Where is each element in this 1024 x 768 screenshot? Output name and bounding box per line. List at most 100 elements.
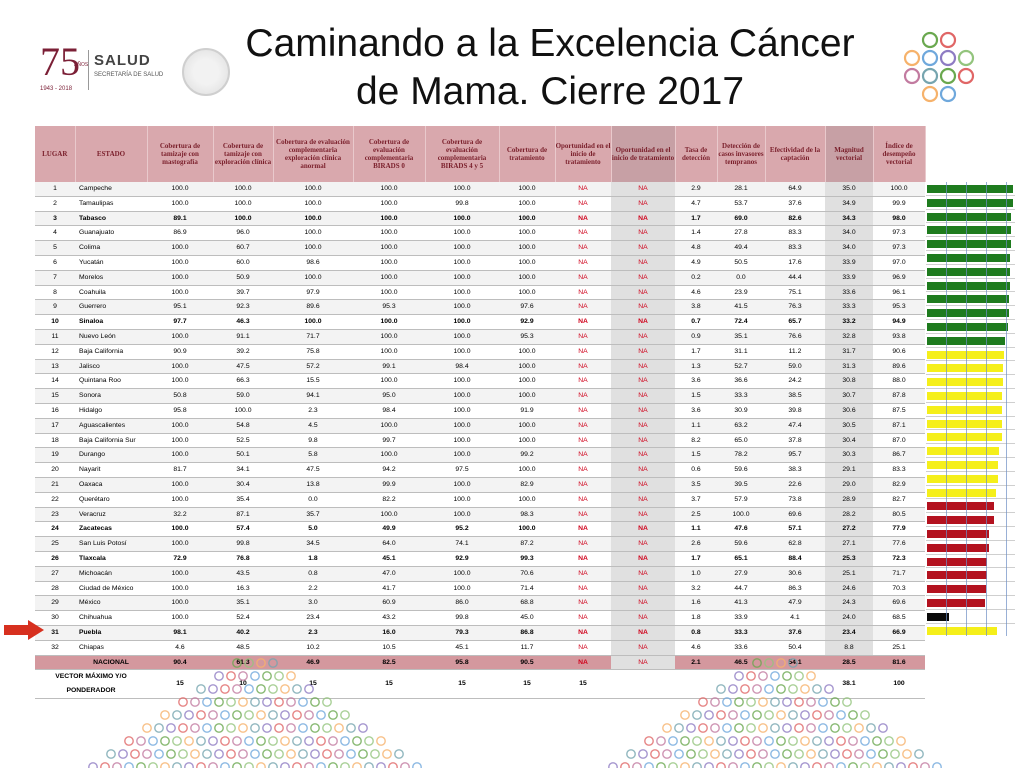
performance-bar (927, 185, 1013, 193)
cell-value: NA (611, 447, 675, 464)
cell-lugar: 18 (35, 433, 75, 449)
anniversary-logo: 75 (40, 39, 80, 84)
cell-value: 33.6 (825, 285, 873, 301)
cell-value: 25.1 (873, 640, 925, 656)
decor-circle (310, 723, 320, 733)
cell-estado: Durango (75, 447, 147, 464)
bar-row (926, 210, 1015, 224)
cell-estado: Michoacán (75, 566, 147, 582)
cell-lugar: 30 (35, 610, 75, 626)
performance-bar (927, 571, 987, 580)
cell-value: 4.6 (675, 640, 717, 656)
decor-circle (244, 710, 254, 720)
decor-circle (818, 749, 828, 759)
cell-value: 34.9 (825, 196, 873, 212)
cell-value: 100.0 (353, 344, 425, 360)
performance-bar (927, 502, 994, 511)
cell-value: 69.0 (717, 211, 765, 227)
col-header-deteccion: Detección de casos invasores tempranos (717, 126, 766, 182)
cell-value: NA (555, 182, 611, 197)
decor-circle (256, 658, 266, 668)
cell-value: 99.2 (499, 447, 555, 464)
cell-value: 0.9 (675, 329, 717, 345)
cell-value: 0.0 (717, 270, 765, 286)
cell-value: 100.0 (499, 521, 555, 538)
table-row: 21 Oaxaca 100.0 30.4 13.8 99.9 100.0 82.9 NA NA 3.… (35, 477, 925, 493)
performance-bars (926, 182, 1015, 636)
decor-circle (334, 723, 344, 733)
decor-circle (214, 671, 224, 681)
cell-value: 16.3 (213, 581, 273, 597)
cell-value: 47.5 (273, 462, 353, 478)
cell-estado: Tabasco (75, 211, 147, 227)
cell-vector-value: 15 (499, 669, 555, 699)
decor-circle (340, 710, 350, 720)
cell-value: 100.0 (213, 182, 273, 197)
cell-value: 3.0 (273, 595, 353, 612)
cell-value: 10.2 (273, 640, 353, 656)
decor-circle (872, 736, 882, 746)
decor-circle (716, 710, 726, 720)
cell-value: 29.1 (825, 462, 873, 478)
cell-value: 45.1 (353, 551, 425, 567)
decor-circle (698, 697, 708, 707)
bar-row (926, 555, 1015, 569)
table-row: 4 Guanajuato 86.9 96.0 100.0 100.0 100.0 100.0 N… (35, 225, 925, 242)
cell-value: 100.0 (499, 433, 555, 449)
cell-value: 73.8 (765, 492, 825, 508)
cell-value: 100.0 (425, 344, 499, 360)
cell-value: NA (611, 433, 675, 449)
cell-lugar: 15 (35, 388, 75, 404)
decor-circle (250, 723, 260, 733)
cell-value: 40.2 (213, 625, 273, 641)
decor-circle (848, 710, 858, 720)
cell-value: 2.5 (675, 507, 717, 523)
cell-estado: Tamaulipas (75, 196, 147, 212)
table-row: 6 Yucatán 100.0 60.0 98.6 100.0 100.0 100.0 NA NA… (35, 255, 925, 271)
performance-bar (927, 585, 986, 594)
cell-value: 95.2 (425, 521, 499, 538)
decor-circle (824, 736, 834, 746)
table-row: 9 Guerrero 95.1 92.3 89.6 95.3 100.0 97.6 NA NA 3.… (35, 299, 925, 316)
decor-circle (304, 684, 314, 694)
decor-circle (704, 736, 714, 746)
cell-value: 87.0 (873, 433, 925, 449)
performance-bar (927, 240, 1011, 249)
cell-value: 52.5 (213, 433, 273, 449)
decor-circle (812, 736, 822, 746)
cell-value: 86.8 (499, 625, 555, 641)
cell-value: 78.2 (717, 447, 765, 464)
cell-value: NA (555, 492, 611, 508)
cell-value: NA (611, 403, 675, 419)
col-header-eval-anormal: Cobertura de evaluación complementaria e… (273, 126, 354, 182)
cell-value: 83.3 (873, 462, 925, 478)
performance-bar (927, 447, 999, 456)
cell-value: 100.0 (499, 418, 555, 434)
cell-value: 76.6 (765, 329, 825, 345)
decor-circle (776, 658, 786, 668)
cell-value: NA (555, 196, 611, 212)
decor-circle (274, 723, 284, 733)
decor-circle (286, 671, 296, 681)
cell-value: 33.3 (825, 299, 873, 316)
decor-circle (232, 736, 242, 746)
decor-circle (740, 710, 750, 720)
table-body: 1 Campeche 100.0 100.0 100.0 100.0 100.0 100.0 N… (35, 182, 925, 699)
decor-circle (800, 684, 810, 694)
cell-value: 100.0 (147, 329, 213, 345)
cell-value: NA (555, 462, 611, 478)
decor-circle (220, 736, 230, 746)
cell-value: NA (611, 285, 675, 301)
cell-lugar: 2 (35, 196, 75, 212)
cell-value: 100.0 (273, 225, 353, 242)
decor-circle (160, 736, 170, 746)
cell-estado: México (75, 595, 147, 612)
cell-lugar: 3 (35, 211, 75, 227)
cell-value: 0.7 (675, 314, 717, 330)
performance-bar (927, 460, 999, 469)
cell-estado: Puebla (75, 625, 147, 641)
salud-logo: SALUD (94, 52, 151, 69)
decor-circle (728, 762, 738, 768)
cell-value: 100.0 (873, 182, 925, 197)
cell-value: 100.0 (353, 418, 425, 434)
